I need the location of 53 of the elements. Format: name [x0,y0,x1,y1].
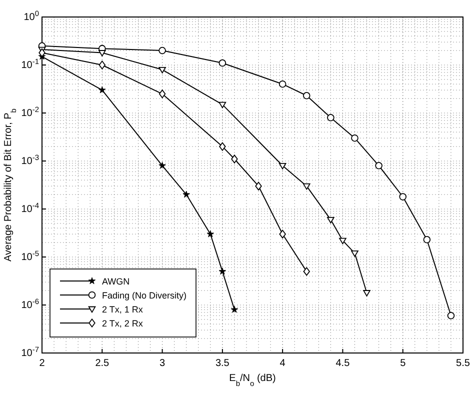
point [98,50,106,56]
point [339,238,346,244]
point [303,267,310,276]
legend-label: AWGN [102,276,130,286]
point [206,230,214,238]
point [218,102,226,108]
point [279,230,286,238]
x-tick-label: 2 [39,358,46,369]
point [351,250,358,257]
point [278,162,286,170]
x-tick-label: 5.5 [456,358,470,369]
x-tick-label: 3 [160,358,166,369]
y-tick-label: 10$^{-6}$ [21,296,39,311]
point [327,114,334,122]
point [219,142,226,151]
point [158,90,166,98]
legend-label: 2 Tx, 2 Rx [102,318,144,328]
point [98,86,106,94]
y-tick-label: 10$^{-4}$ [21,200,39,215]
x-tick-label: 5 [400,358,406,369]
point [158,162,166,169]
y-tick-label: 10$^{-1}$ [21,56,39,71]
point [375,162,382,170]
point [230,306,238,313]
point [278,80,286,88]
point [98,60,106,70]
point [423,236,431,244]
x-tick-label: 3.5 [215,358,230,369]
y-tick-label: 10$^{-3}$ [21,152,39,167]
point [158,46,166,54]
point [218,59,226,67]
x-axis-title: E$_{b}$/N$_{o}$ (dB) [229,373,276,388]
point [182,190,190,198]
y-tick-label: 10$^{-5}$ [21,248,39,263]
point [363,290,370,296]
point [158,66,166,74]
point [302,183,310,190]
x-tick-label: 2.5 [95,358,110,369]
x-tick-label: 4 [280,358,286,369]
y-tick-label: 10$^{-7}$ [21,344,39,359]
point [327,216,334,224]
point [399,193,407,200]
point [351,134,358,142]
y-tick-label: 10$^{-2}$ [21,104,39,119]
point [447,312,455,320]
legend-label: Fading (No Diversity) [102,290,187,300]
y-tick-label: 10$^{0}$ [24,8,39,23]
point [302,92,310,100]
legend-label: 2 Tx, 1 Rx [102,304,144,314]
point [231,154,238,164]
point [218,268,226,275]
point [255,182,262,190]
x-tick-label: 4.5 [336,358,350,369]
